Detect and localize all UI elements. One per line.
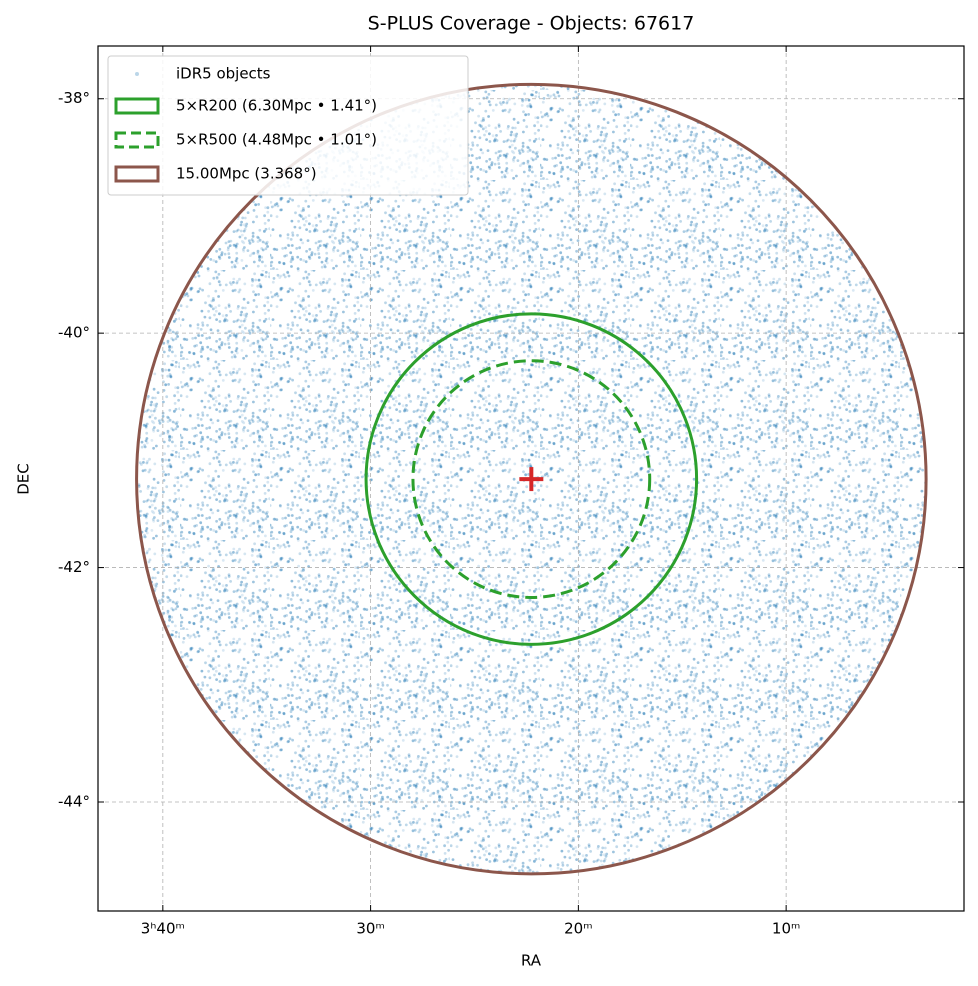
legend-label: iDR5 objects [176, 65, 271, 83]
legend-swatch [114, 97, 160, 115]
legend-label: 15.00Mpc (3.368°) [176, 165, 317, 183]
radius-circle [135, 82, 928, 876]
x-tick-label: 20ᵐ [564, 920, 592, 938]
y-tick-label: -42° [58, 558, 90, 576]
y-tick-label: -40° [58, 324, 90, 342]
legend: iDR5 objects 5×R200 (6.30Mpc • 1.41°) 5×R5… [107, 55, 469, 196]
x-tick-label: 3ʰ40ᵐ [141, 920, 185, 938]
x-axis-label: RA [521, 952, 542, 970]
x-tick-label: 30ᵐ [356, 920, 384, 938]
y-axis-label: DEC [15, 463, 33, 495]
y-tick-label: -38° [58, 89, 90, 107]
legend-label: 5×R500 (4.48Mpc • 1.01°) [176, 131, 377, 149]
legend-swatch [114, 131, 160, 149]
legend-label: 5×R200 (6.30Mpc • 1.41°) [176, 97, 377, 115]
radius-circle [364, 312, 699, 646]
plot-frame [97, 45, 965, 912]
y-tick-label: -44° [58, 792, 90, 810]
center-marker [519, 467, 544, 492]
legend-swatch [114, 165, 160, 183]
radius-circle [411, 359, 652, 599]
legend-box [107, 55, 469, 196]
legend-marker [135, 72, 139, 76]
x-tick-label: 10ᵐ [772, 920, 800, 938]
chart-title: S-PLUS Coverage - Objects: 67617 [368, 13, 695, 35]
